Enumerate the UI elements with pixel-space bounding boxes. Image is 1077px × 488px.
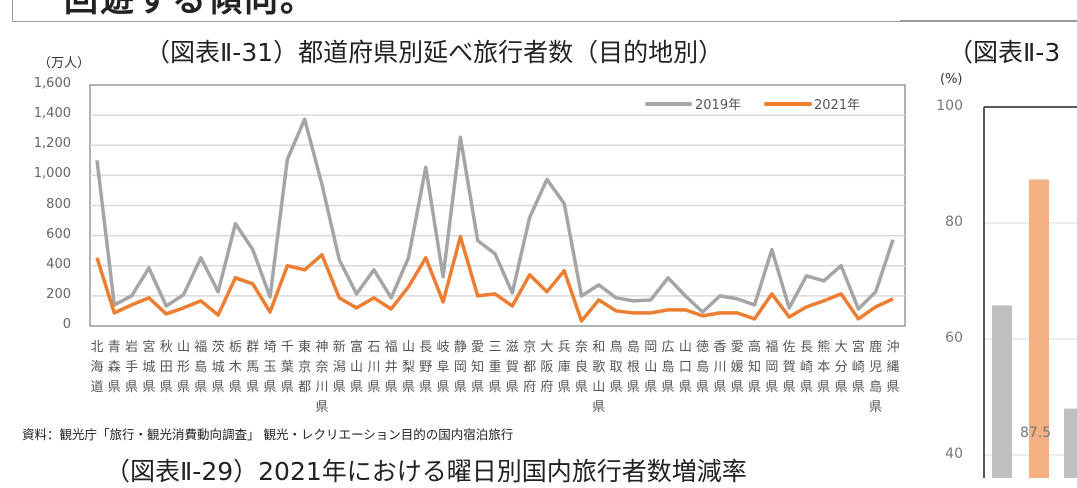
x-tick-label: 京都府 — [521, 338, 539, 398]
bar-data-label: 87.5 — [1020, 425, 1051, 441]
x-tick-label: 福岡県 — [763, 338, 781, 398]
right-y-axis-unit: (%) — [940, 72, 963, 87]
x-tick-label: 大分県 — [832, 338, 850, 398]
right-y-tick-label: 80 — [923, 214, 963, 230]
x-tick-label: 富山県 — [348, 338, 366, 398]
source-note: 資料：観光庁「旅行・観光消費動向調査」 観光・レクリエーション目的の国内宿泊旅行 — [22, 424, 513, 443]
next-chart-title: （図表Ⅱ-29）2021年における曜日別国内旅行者数増減率 — [105, 452, 747, 488]
x-tick-label: 岩手県 — [123, 338, 141, 398]
x-tick-label: 神奈川県 — [313, 338, 331, 418]
x-tick-label: 愛知県 — [469, 338, 487, 398]
x-tick-label: 奈良県 — [573, 338, 591, 398]
line-chart: 2019年 2021年 — [0, 0, 1077, 478]
x-tick-label: 愛媛県 — [728, 338, 746, 398]
x-tick-label: 三重県 — [486, 338, 504, 398]
x-tick-label: 茨城県 — [209, 338, 227, 398]
x-tick-label: 和歌山県 — [590, 338, 608, 418]
right-divider — [900, 20, 1077, 21]
x-tick-label: 岐阜県 — [434, 338, 452, 398]
x-tick-label: 熊本県 — [815, 338, 833, 398]
x-tick-label: 鹿児島県 — [867, 338, 885, 418]
x-tick-label: 香川県 — [711, 338, 729, 398]
legend-label-2019: 2019年 — [695, 98, 741, 113]
x-tick-label: 滋賀県 — [503, 338, 521, 398]
x-tick-label: 宮崎県 — [849, 338, 867, 398]
x-tick-label: 石川県 — [365, 338, 383, 398]
right-y-tick-label: 100 — [923, 98, 963, 114]
x-tick-label: 東京都 — [296, 338, 314, 398]
x-tick-label: 大阪府 — [538, 338, 556, 398]
x-tick-label: 長野県 — [417, 338, 435, 398]
x-tick-label: 島根県 — [624, 338, 642, 398]
x-tick-label: 秋田県 — [157, 338, 175, 398]
x-tick-label: 福井県 — [382, 338, 400, 398]
x-tick-label: 兵庫県 — [555, 338, 573, 398]
x-tick-label: 新潟県 — [330, 338, 348, 398]
x-tick-label: 福島県 — [192, 338, 210, 398]
x-tick-label: 宮城県 — [140, 338, 158, 398]
x-tick-label: 佐賀県 — [780, 338, 798, 398]
x-tick-label: 広島県 — [659, 338, 677, 398]
x-tick-label: 山梨県 — [399, 338, 417, 398]
right-y-tick-label: 60 — [923, 330, 963, 346]
x-tick-label: 群馬県 — [244, 338, 262, 398]
x-tick-label: 栃木県 — [226, 338, 244, 398]
x-tick-label: 高知県 — [746, 338, 764, 398]
x-tick-label: 長崎県 — [797, 338, 815, 398]
x-tick-label: 埼玉県 — [261, 338, 279, 398]
right-chart-title: （図表Ⅱ-3 — [948, 33, 1060, 69]
x-tick-label: 山口県 — [676, 338, 694, 398]
right-y-tick-label: 40 — [923, 446, 963, 462]
x-tick-label: 鳥取県 — [607, 338, 625, 398]
x-tick-label: 岡山県 — [642, 338, 660, 398]
x-tick-label: 山形県 — [175, 338, 193, 398]
x-tick-label: 静岡県 — [451, 338, 469, 398]
x-tick-label: 千葉県 — [278, 338, 296, 398]
x-tick-label: 北海道 — [88, 338, 106, 398]
legend-label-2021: 2021年 — [814, 98, 860, 113]
x-tick-label: 徳島県 — [694, 338, 712, 398]
x-tick-label: 青森県 — [105, 338, 123, 398]
x-tick-label: 沖縄県 — [884, 338, 902, 398]
